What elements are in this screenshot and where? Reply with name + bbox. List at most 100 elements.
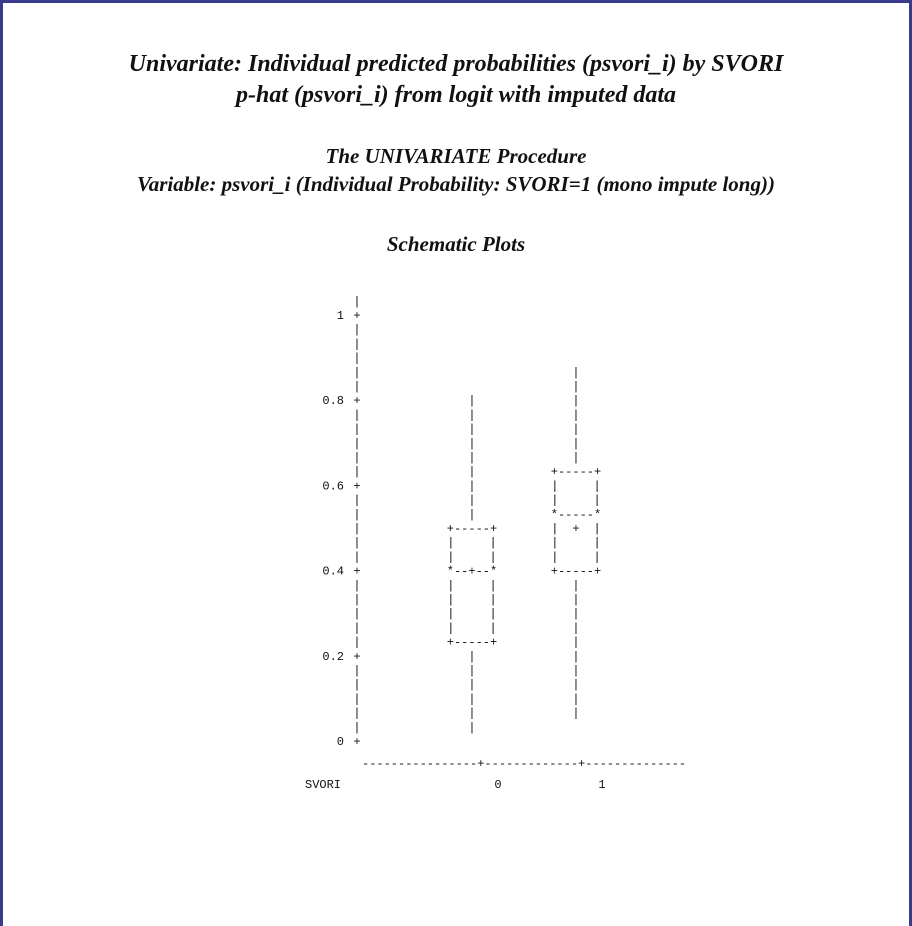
y-axis-line: | [353, 451, 360, 465]
whisker: | [572, 607, 579, 621]
box-side: | [594, 536, 601, 550]
box-side: | [551, 494, 558, 508]
whisker: | [468, 408, 475, 422]
whisker: | [572, 636, 579, 650]
y-axis-line: | [353, 437, 360, 451]
y-tick-label: 0.8 [322, 394, 344, 408]
y-axis-line: | [353, 593, 360, 607]
whisker: | [572, 579, 579, 593]
whisker: | [572, 437, 579, 451]
box-side: | [447, 607, 454, 621]
box-side: | [447, 579, 454, 593]
box-side: | [490, 536, 497, 550]
whisker: | [468, 721, 475, 735]
whisker: | [572, 621, 579, 635]
whisker: | [572, 394, 579, 408]
box-side: | [490, 593, 497, 607]
box-side: | [490, 550, 497, 564]
y-axis-line: | [353, 536, 360, 550]
y-axis-line: | [353, 621, 360, 635]
category-label: 1 [598, 778, 605, 792]
box-edge: +-----+ [551, 565, 601, 579]
whisker: | [468, 451, 475, 465]
y-axis-line: | [353, 295, 360, 309]
whisker: | [468, 423, 475, 437]
whisker: | [572, 593, 579, 607]
whisker: | [572, 678, 579, 692]
box-side: | [447, 593, 454, 607]
box-side: | [594, 494, 601, 508]
box-side: | [551, 550, 558, 564]
whisker: | [572, 707, 579, 721]
box-side: | [594, 522, 601, 536]
whisker: | [572, 692, 579, 706]
whisker: | [572, 664, 579, 678]
y-axis-tick: + [353, 479, 360, 493]
whisker: | [468, 494, 475, 508]
box-median: *-----* [551, 508, 601, 522]
y-axis-tick: + [353, 394, 360, 408]
box-edge: +-----+ [447, 636, 497, 650]
y-axis-line: | [353, 465, 360, 479]
box-side: | [490, 579, 497, 593]
y-axis-line: | [353, 664, 360, 678]
y-axis-line: | [353, 678, 360, 692]
section-heading: Schematic Plots [386, 232, 526, 256]
whisker: | [468, 692, 475, 706]
y-axis-line: | [353, 692, 360, 706]
y-axis-line: | [353, 337, 360, 351]
y-tick-label: 0.6 [322, 479, 344, 493]
variable-heading: Variable: psvori_i (Individual Probabili… [137, 172, 775, 196]
box-mean: + [572, 522, 579, 536]
box-side: | [490, 607, 497, 621]
y-axis-line: | [353, 366, 360, 380]
category-label: 0 [494, 778, 501, 792]
y-axis-tick: + [353, 309, 360, 323]
y-axis-line: | [353, 707, 360, 721]
x-axis-label: SVORI [305, 778, 341, 792]
y-axis-line: | [353, 323, 360, 337]
whisker: | [572, 408, 579, 422]
y-axis-tick: + [353, 565, 360, 579]
box-side: | [447, 550, 454, 564]
box-median: *--+--* [447, 565, 497, 579]
box-side: | [447, 536, 454, 550]
y-axis-line: | [353, 408, 360, 422]
y-axis-line: | [353, 721, 360, 735]
x-axis-line: ----------------+-------------+---------… [362, 757, 686, 771]
whisker: | [468, 479, 475, 493]
chart-subtitle: p-hat (psvori_i) from logit with imputed… [235, 82, 677, 108]
y-axis-line: | [353, 636, 360, 650]
y-axis-line: | [353, 522, 360, 536]
whisker: | [468, 508, 475, 522]
whisker: | [468, 707, 475, 721]
y-axis-line: | [353, 423, 360, 437]
box-side: | [447, 621, 454, 635]
whisker: | [572, 423, 579, 437]
y-axis-line: | [353, 579, 360, 593]
y-axis-line: | [353, 380, 360, 394]
box-edge: +-----+ [551, 465, 601, 479]
box-side: | [490, 621, 497, 635]
chart-title: Univariate: Individual predicted probabi… [128, 51, 784, 77]
whisker: | [572, 380, 579, 394]
whisker: | [468, 650, 475, 664]
box-side: | [594, 550, 601, 564]
box-side: | [551, 522, 558, 536]
whisker: | [572, 650, 579, 664]
y-axis-tick: + [353, 735, 360, 749]
box-side: | [551, 479, 558, 493]
y-axis-line: | [353, 494, 360, 508]
whisker: | [468, 678, 475, 692]
y-axis-line: | [353, 550, 360, 564]
whisker: | [572, 451, 579, 465]
box-edge: +-----+ [447, 522, 497, 536]
y-tick-label: 0 [337, 735, 344, 749]
procedure-heading: The UNIVARIATE Procedure [325, 144, 587, 168]
y-axis-tick: + [353, 650, 360, 664]
y-axis-line: | [353, 508, 360, 522]
y-axis-line: | [353, 607, 360, 621]
y-axis-line: | [353, 352, 360, 366]
